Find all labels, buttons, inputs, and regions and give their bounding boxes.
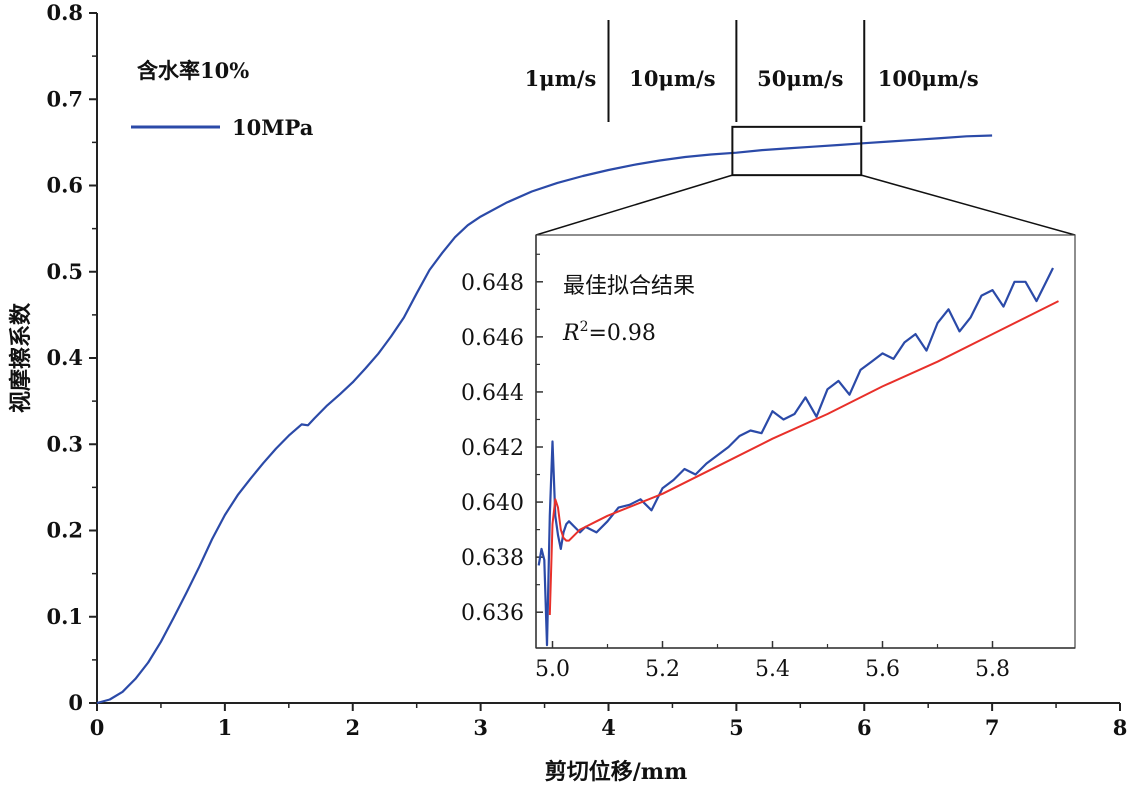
y-tick-label-2: 0.2	[46, 518, 83, 543]
inset-data-line	[537, 267, 1054, 647]
inset-title: 最佳拟合结果	[563, 274, 695, 299]
inset-y-tick-label-0: 0.636	[461, 601, 524, 626]
legend-label: 10MPa	[232, 115, 314, 140]
y-tick-label-7: 0.7	[46, 86, 83, 111]
inset-x-tick-label-4: 5.8	[975, 657, 1010, 682]
inset-y-tick-label-4: 0.644	[461, 381, 524, 406]
inset-r2-symbol: R	[562, 321, 580, 346]
inset-y-tick-label-6: 0.648	[461, 271, 524, 296]
speed-label-1: 10μm/s	[629, 66, 715, 91]
x-tick-label-0: 0	[90, 715, 105, 740]
inset-frame	[535, 234, 1076, 649]
main-series-line	[96, 134, 993, 705]
x-tick-label-8: 8	[1113, 715, 1128, 740]
y-axis-title: 视摩擦系数	[8, 302, 34, 413]
inset-y-tick-label-2: 0.640	[461, 491, 524, 516]
inset-y-tick-label-1: 0.638	[461, 546, 524, 571]
y-tick-label-8: 0.8	[46, 0, 83, 25]
inset-r2-sup: 2	[580, 319, 589, 335]
main-ticks	[89, 12, 1121, 711]
y-tick-label-4: 0.4	[46, 345, 83, 370]
inset-x-tick-label-2: 5.4	[755, 657, 790, 682]
inset-y-tick-label-5: 0.646	[461, 326, 524, 351]
inset-r2: R2=0.98	[562, 319, 656, 346]
inset-x-tick-label-1: 5.2	[645, 657, 680, 682]
speed-label-0: 1μm/s	[525, 66, 597, 91]
inset-x-tick-label-3: 5.6	[865, 657, 900, 682]
inset-x-tick-label-0: 5.0	[535, 657, 570, 682]
speed-segments: 1μm/s 10μm/s 50μm/s 100μm/s	[525, 20, 979, 122]
inset-r2-value: =0.98	[589, 321, 656, 346]
y-tick-label-1: 0.1	[46, 604, 83, 629]
zoom-connector-right	[861, 174, 1076, 236]
inset-ticks	[536, 253, 994, 648]
main-tick-labels: 0 1 2 3 4 5 6 7 8 0 0.1 0.2 0.3 0.4 0.5 0.6 0.7 0.8	[46, 0, 1127, 740]
inset-series	[537, 267, 1059, 647]
y-tick-label-6: 0.6	[46, 173, 83, 198]
inset-tick-labels: 5.0 5.2 5.4 5.6 5.8 0.636 0.638 0.640 0.642 0.644…	[461, 271, 1010, 682]
x-tick-label-6: 6	[857, 715, 872, 740]
inset-y-tick-label-3: 0.642	[461, 436, 524, 461]
speed-label-3: 100μm/s	[878, 66, 979, 91]
inset-fit-line	[548, 300, 1059, 616]
x-tick-label-7: 7	[985, 715, 1000, 740]
zoom-connector-left	[535, 174, 733, 236]
zoom-box	[731, 125, 863, 177]
y-tick-label-3: 0.3	[46, 431, 83, 456]
x-tick-label-4: 4	[601, 715, 616, 740]
annotation-moisture: 含水率10%	[137, 58, 249, 83]
y-tick-label-5: 0.5	[46, 259, 83, 284]
speed-label-2: 50μm/s	[757, 66, 843, 91]
x-tick-label-3: 3	[473, 715, 488, 740]
main-series	[96, 134, 993, 705]
x-tick-label-2: 2	[345, 715, 360, 740]
y-tick-label-0: 0	[68, 690, 83, 715]
x-tick-label-1: 1	[218, 715, 233, 740]
x-axis-title: 剪切位移/mm	[545, 759, 688, 785]
x-tick-label-5: 5	[729, 715, 744, 740]
